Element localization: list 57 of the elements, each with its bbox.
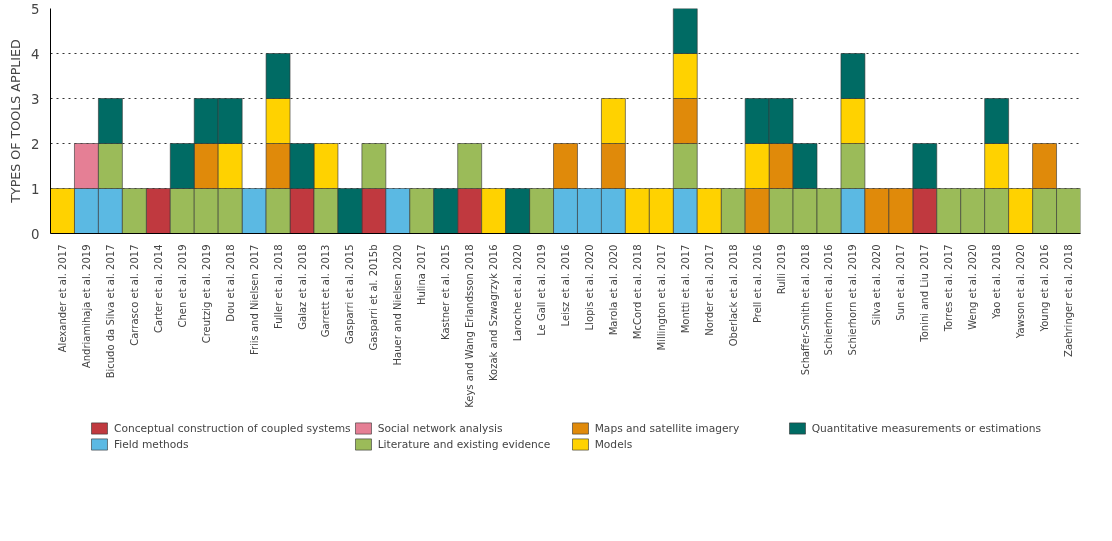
x-tick-label: Young et al. 2016 [1039, 244, 1051, 333]
x-tick-label: Chen et al. 2019 [176, 244, 188, 328]
x-tick-label: Leisz et al. 2016 [560, 244, 571, 327]
x-tick-label: Montti et al. 2017 [679, 244, 691, 334]
legend-label: Literature and existing evidence [377, 437, 552, 451]
x-tick-label: Hauer and Nielsen 2020 [392, 244, 404, 366]
legend-label: Field methods [113, 437, 190, 451]
x-tick-label: Laroche et al. 2020 [512, 244, 524, 342]
legend-label: Social network analysis [377, 421, 504, 435]
x-tick-label: McCord et al. 2018 [631, 244, 643, 340]
x-tick-label: Le Gall et al. 2019 [536, 244, 548, 336]
x-tick-label: Alexander et al. 2017 [56, 244, 68, 353]
x-tick-label: Tonini and Liu 2017 [919, 244, 931, 343]
x-tick-label: Gasparri et al. 2015b [368, 244, 380, 351]
legend-label: Models [594, 437, 634, 451]
x-tick-label: Zaehringer et al. 2018 [1063, 244, 1075, 357]
x-tick-label: Yao et al. 2018 [991, 244, 1003, 320]
x-tick-label: Gasparri et al. 2015 [344, 244, 356, 345]
x-tick-label: Prell et al. 2016 [751, 244, 763, 324]
legend-label: Conceptual construction of coupled systems [113, 421, 351, 435]
y-tick-label: 4 [31, 46, 40, 62]
x-tick-label: Rulli 2019 [775, 244, 787, 295]
x-tick-label: Kastner et al. 2015 [440, 244, 452, 340]
x-tick-label: Galaz et al. 2018 [296, 244, 308, 330]
x-tick-label: Dou et al. 2018 [224, 244, 236, 322]
y-tick-label: 5 [31, 1, 40, 17]
x-tick-label: Carter et al. 2014 [152, 244, 164, 334]
x-tick-label: Llopis et al. 2020 [583, 244, 595, 331]
x-tick-label: Millington et al. 2017 [655, 244, 667, 351]
y-axis-title: TYPES OF TOOLS APPLIED [8, 39, 24, 204]
legend-label: Quantitative measurements or estimations [811, 421, 1042, 435]
x-tick-label: Fuller et al. 2018 [272, 244, 284, 330]
x-tick-label: Andriamihaja et al. 2019 [80, 244, 92, 369]
y-tick-label: 1 [31, 181, 40, 197]
x-tick-label: Weng et al. 2020 [967, 244, 979, 330]
x-tick-label: Marola et al. 2020 [607, 244, 619, 336]
x-tick-label: Kozak and Szwagrzyk 2016 [488, 244, 500, 381]
x-tick-label: Yawson et al. 2020 [1015, 244, 1027, 340]
x-tick-label: Schaffer-Smith et al. 2018 [799, 244, 811, 376]
legend-label: Maps and satellite imagery [594, 421, 741, 435]
x-tick-label: Bicudo da Silva et al. 2017 [104, 244, 116, 379]
y-tick-label: 3 [31, 91, 40, 107]
x-tick-label: Schierhorn et al. 2019 [847, 244, 859, 356]
x-tick-label: Keys and Wang Erlandsson 2018 [464, 244, 476, 408]
x-tick-label: Silva et al. 2020 [871, 244, 883, 326]
x-tick-label: Sun et al. 2017 [895, 244, 907, 321]
x-tick-label: Garrett et al. 2013 [320, 244, 332, 338]
x-tick-label: Oberlack et al. 2018 [727, 244, 739, 347]
x-tick-label: Friis and Nielsen 2017 [248, 244, 260, 356]
x-tick-label: Torres et al. 2017 [943, 244, 955, 333]
y-tick-label: 0 [31, 226, 40, 242]
x-tick-label: Hulina 2017 [416, 244, 428, 306]
x-tick-label: Creutzig et al. 2019 [200, 244, 212, 344]
x-tick-label: Norder et al. 2017 [703, 244, 715, 336]
y-tick-label: 2 [31, 136, 40, 152]
x-tick-label: Schierhorn et al. 2016 [823, 244, 835, 356]
x-tick-label: Carrasco et al. 2017 [128, 244, 140, 346]
